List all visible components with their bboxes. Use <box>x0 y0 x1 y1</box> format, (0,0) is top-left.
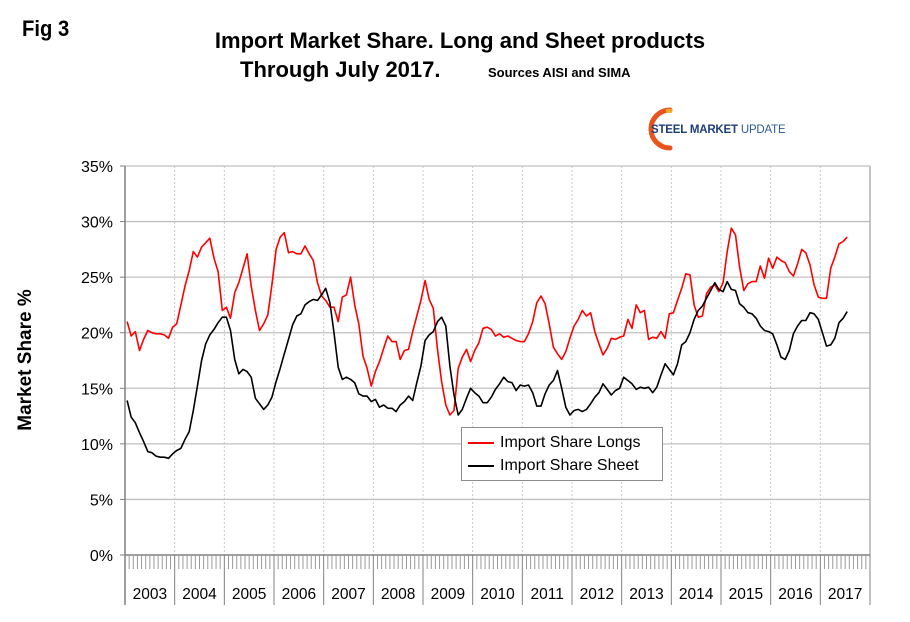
x-year-label: 2009 <box>431 586 465 603</box>
legend-item-longs: Import Share Longs <box>468 434 641 452</box>
y-tick-label: 20% <box>81 326 113 343</box>
x-year-label: 2003 <box>133 586 167 603</box>
x-year-label: 2010 <box>480 586 515 603</box>
x-year-label: 2012 <box>580 586 614 603</box>
legend-swatch-longs <box>468 442 494 444</box>
logo-text: STEEL MARKET UPDATE <box>651 124 786 136</box>
x-year-label: 2017 <box>828 586 862 603</box>
logo-text-bold: STEEL MARKET <box>651 124 738 136</box>
chart-title-line2: Through July 2017. <box>240 57 441 82</box>
x-year-label: 2007 <box>331 586 365 603</box>
x-year-label: 2013 <box>629 586 663 603</box>
series-line-import-share-longs <box>126 227 848 416</box>
y-tick-label: 15% <box>81 381 113 398</box>
series-layer <box>126 227 848 460</box>
grid-layer <box>125 165 870 555</box>
axis-layer: 0% 5% 10% 15% 20% 25% 30% 35% 2003 2004 2005 2006 20… <box>81 159 871 605</box>
legend-item-sheet: Import Share Sheet <box>468 457 639 475</box>
legend-swatch-sheet <box>468 465 494 467</box>
x-year-label: 2011 <box>530 586 563 603</box>
legend-label-longs: Import Share Longs <box>500 434 641 451</box>
y-tick-label: 35% <box>81 159 113 176</box>
x-year-label: 2015 <box>729 586 763 603</box>
x-year-label: 2014 <box>679 586 714 603</box>
y-tick-label: 25% <box>81 270 113 287</box>
figure-label: Fig 3 <box>22 16 70 41</box>
steel-market-update-logo: STEEL MARKET UPDATE <box>636 107 786 151</box>
chart-legend: Import Share Longs Import Share Sheet <box>461 427 663 481</box>
y-tick-label: 30% <box>81 215 113 232</box>
chart-title-line1: Import Market Share. Long and Sheet prod… <box>214 28 706 53</box>
y-tick-label: 0% <box>90 548 113 565</box>
x-year-label: 2008 <box>381 586 415 603</box>
x-year-label: 2005 <box>232 586 266 603</box>
x-year-label: 2006 <box>282 586 316 603</box>
logo-arc-icon <box>648 107 673 151</box>
y-tick-label: 10% <box>81 437 113 454</box>
sources-note: Sources AISI and SIMA <box>488 65 631 80</box>
logo-text-light: UPDATE <box>740 124 786 136</box>
x-year-label: 2004 <box>182 586 217 603</box>
series-line-import-share-sheet <box>126 280 848 460</box>
legend-label-sheet: Import Share Sheet <box>500 457 639 474</box>
y-tick-label: 5% <box>90 492 113 509</box>
x-year-label: 2016 <box>778 586 812 603</box>
